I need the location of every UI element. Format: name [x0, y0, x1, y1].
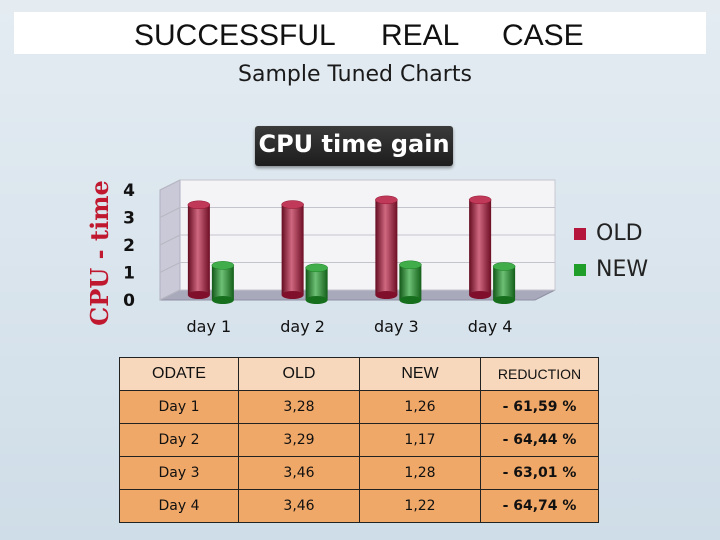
- x-tick-label: day 2: [280, 317, 325, 336]
- legend-label: OLD: [596, 221, 643, 246]
- bar-new-day-2: [305, 267, 328, 300]
- bar-old-day-2: [281, 204, 304, 295]
- gridline: [159, 262, 181, 273]
- bar-base: [469, 291, 492, 299]
- bar-base: [187, 291, 210, 299]
- table-cell: 3,46: [238, 489, 360, 523]
- table-cell: Day 4: [119, 489, 239, 523]
- table-cell: Day 2: [119, 423, 239, 457]
- bar-top: [281, 200, 304, 209]
- y-tick-label: 3: [123, 209, 135, 229]
- table-row: Day 3 3,46 1,28 - 63,01 %: [119, 456, 599, 490]
- bar-top: [305, 263, 328, 273]
- bar-top: [399, 260, 422, 270]
- y-axis-label: CPU - time: [85, 180, 114, 326]
- table-row: Day 1 3,28 1,26 - 61,59 %: [119, 390, 599, 424]
- table-cell: Day 3: [119, 456, 239, 490]
- bar-chart: 0 1 2 3 4 CPU - time day 1 day 2 day 3 day 4 OLD NE…: [85, 179, 648, 336]
- table-header-reduction: REDUCTION: [480, 357, 599, 391]
- table-cell-reduction: - 61,59 %: [480, 390, 599, 424]
- x-tick-label: day 1: [187, 317, 232, 336]
- y-tick-label: 1: [123, 264, 135, 284]
- table-cell: 3,28: [238, 390, 360, 424]
- bar-top: [375, 195, 398, 205]
- bar-base: [493, 296, 516, 304]
- bar-new-day-3: [399, 264, 422, 300]
- x-tick-label: day 4: [468, 317, 513, 336]
- bar-old-day-3: [375, 199, 398, 295]
- gridline: [159, 207, 181, 218]
- chart-title-box: CPU time gain: [255, 126, 453, 166]
- bar-top: [468, 195, 492, 205]
- x-tick-label: day 3: [374, 317, 419, 336]
- data-table: ODATE OLD NEW REDUCTION Day 1 3,28 1,26 …: [119, 357, 599, 523]
- table-cell-reduction: - 64,44 %: [480, 423, 599, 457]
- table-cell: 3,29: [238, 423, 360, 457]
- bar-new-day-4: [493, 266, 516, 300]
- table-header-old: OLD: [238, 357, 360, 391]
- table-cell-reduction: - 64,74 %: [480, 489, 599, 523]
- bar-top: [211, 261, 235, 270]
- table-row: Day 4 3,46 1,22 - 64,74 %: [119, 489, 599, 523]
- y-tick-label: 0: [123, 291, 135, 311]
- subtitle: Sample Tuned Charts: [238, 62, 472, 87]
- chart-title: CPU time gain: [258, 130, 450, 158]
- table-cell-reduction: - 63,01 %: [480, 456, 599, 490]
- y-tick-label: 2: [123, 236, 135, 256]
- bar-base: [211, 296, 234, 304]
- y-tick-label: 4: [123, 181, 135, 201]
- title-word-2: REAL: [381, 19, 460, 52]
- gridline: [159, 289, 181, 301]
- gridline: [159, 234, 181, 246]
- table-cell: Day 1: [119, 390, 239, 424]
- legend-label: NEW: [596, 257, 648, 282]
- bar-old-day-4: [469, 199, 492, 295]
- bar-base: [305, 296, 328, 304]
- table-cell: 1,28: [359, 456, 481, 490]
- title-bar: SUCCESSFUL REAL CASE: [14, 12, 706, 54]
- legend-swatch: [574, 228, 586, 240]
- table-cell: 1,26: [359, 390, 481, 424]
- table-row: Day 2 3,29 1,17 - 64,44 %: [119, 423, 599, 457]
- gridline: [159, 179, 181, 191]
- bar-base: [281, 291, 304, 299]
- table-cell: 3,46: [238, 456, 360, 490]
- bar-top: [187, 200, 211, 210]
- bar-base: [375, 291, 398, 299]
- table-cell: 1,17: [359, 423, 481, 457]
- bar-old-day-1: [187, 204, 210, 295]
- title-word-1: SUCCESSFUL: [134, 19, 336, 52]
- legend-swatch: [574, 264, 586, 276]
- table-header-odate: ODATE: [119, 357, 239, 391]
- bar-base: [399, 296, 422, 304]
- title-word-3: CASE: [502, 19, 584, 52]
- table-cell: 1,22: [359, 489, 481, 523]
- table-header-row: ODATE OLD NEW REDUCTION: [119, 357, 599, 391]
- bar-new-day-1: [211, 265, 234, 300]
- bar-top: [492, 262, 516, 271]
- table-header-new: NEW: [359, 357, 481, 391]
